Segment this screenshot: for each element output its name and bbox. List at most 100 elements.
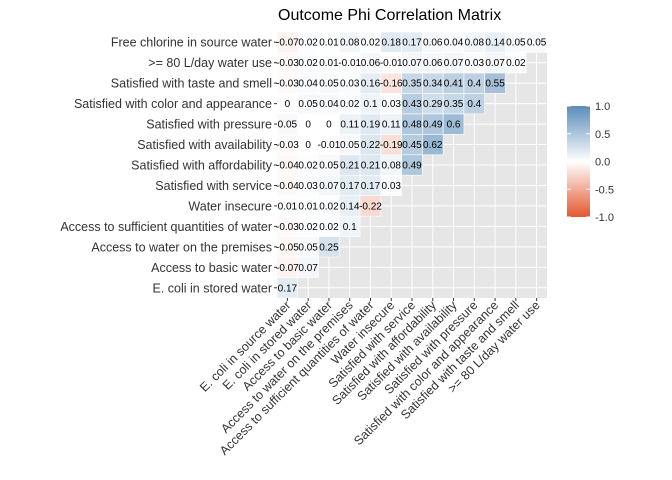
cell-value-label: 0.05 [340,140,360,151]
y-tick-label: Free chlorine in source water [111,36,272,50]
cell-value-label: 0.55 [485,79,505,90]
color-legend: 1.0 0.5 0.0 -0.5 -1.0 [567,101,614,224]
cell-value-label: 0.11 [382,120,401,131]
cell-value-label: 0.04 [319,99,339,110]
cell-value-label: 0.02 [298,222,318,233]
cell-value-label: 0.14 [485,38,505,49]
cell-value-label: 0.08 [381,161,401,172]
cell-value-label: -0.01 [318,140,341,151]
cell-value-label: 0 [285,99,291,110]
cell-value-label: 0.05 [298,99,318,110]
cell-value-label: 0.02 [298,38,318,49]
cell-value-label: 0.01 [319,38,339,49]
cell-value-label: -0.07 [276,38,299,49]
cell-value-label: -0.01 [380,58,403,69]
cell-value-label: 0.41 [444,79,464,90]
cell-value-label: 0.1 [364,99,378,110]
y-tick-label: Satisfied with service [155,179,272,193]
cell-value-label: 0.05 [319,161,339,172]
cell-value-label: 0.08 [340,38,360,49]
legend-tick-label: 0.0 [595,157,610,169]
cell-value-label: -0.19 [380,140,403,151]
cell-value-label: -0.07 [276,263,299,274]
y-tick-label: E. coli in stored water [153,281,273,295]
cell-value-label: 0.11 [340,120,359,131]
legend-tick-label: 0.5 [595,129,610,141]
y-tick-label: Satisfied with color and appearance [74,97,272,111]
cell-value-label: 0.03 [298,181,318,192]
cell-value-label: 0.03 [340,79,360,90]
cell-value-label: 0.02 [340,99,360,110]
cell-value-label: 0.48 [402,120,422,131]
cell-value-label: 0.05 [319,79,339,90]
cell-value-label: 0.35 [402,79,422,90]
cell-value-label: 0 [305,120,311,131]
cell-value-label: 0.03 [381,99,401,110]
cell-value-label: 0.35 [444,99,464,110]
cell-value-label: 0.6 [447,120,461,131]
cell-value-label: 0.05 [298,242,318,253]
cell-value-label: 0.49 [423,120,443,131]
legend-tick-label: -0.5 [595,184,614,196]
cell-value-label: 0.02 [319,201,339,212]
cell-value-label: 0.4 [467,79,481,90]
cell-value-label: -0.04 [276,161,299,172]
y-tick-label: Access to water on the premises [91,240,272,254]
cell-value-label: 0.62 [423,140,443,151]
cell-value-label: -0.03 [276,222,299,233]
cell-value-label: 0.17 [361,181,381,192]
cell-value-label: 0.01 [278,201,298,212]
cell-value-label: 0.17 [340,181,360,192]
cell-value-label: -0.16 [380,79,403,90]
chart-title: Outcome Phi Correlation Matrix [278,7,501,24]
cell-value-label: 0 [326,120,332,131]
legend-colorbar [567,106,590,217]
heatmap-cell [525,31,548,53]
heatmap-cells [276,31,548,299]
cell-value-label: 0.18 [381,38,401,49]
cell-value-label: 0.02 [319,222,339,233]
cell-value-label: -0.04 [276,181,299,192]
y-axis-labels: E. coli in stored water Access to basic w… [60,36,277,295]
cell-value-label: 0.16 [361,79,381,90]
cell-value-label: -0.03 [276,79,299,90]
y-tick-label: >= 80 L/day water use [148,56,272,70]
cell-value-label: 0.04 [444,38,464,49]
cell-value-label: -0.05 [276,242,299,253]
cell-value-label: 0.01 [298,201,318,212]
cell-value-label: -0.03 [276,140,299,151]
y-tick-label: Satisfied with affordability [131,159,273,173]
cell-value-label: 0.43 [402,99,422,110]
y-tick-label: Satisfied with availability [137,138,273,152]
cell-value-label: 0.04 [298,79,318,90]
cell-value-label: 0.08 [465,38,485,49]
cell-value-label: 0.19 [361,120,381,131]
cell-value-label: 0.06 [423,58,443,69]
legend-tick-label: -1.0 [595,212,614,224]
cell-value-label: 0.21 [361,161,381,172]
y-tick-label: Access to sufficient quantities of water [60,220,272,234]
cell-value-label: 0.14 [340,201,360,212]
cell-value-label: 0.17 [278,283,298,294]
cell-value-label: 0.02 [298,161,318,172]
cell-value-label: 0.02 [506,58,526,69]
cell-value-label: 0.05 [527,38,547,49]
cell-value-label: 0.05 [278,120,298,131]
cell-value-label: 0.02 [361,38,381,49]
cell-value-label: 0.06 [361,58,381,69]
cell-value-label: 0.07 [298,263,318,274]
cell-value-label: 0.17 [402,38,422,49]
cell-value-label: -0.01 [338,58,361,69]
cell-value-label: 0.01 [319,58,339,69]
cell-value-label: 0.07 [402,58,422,69]
cell-value-label: 0.07 [319,181,339,192]
y-tick-label: Water insecure [188,199,272,213]
cell-value-label: 0.07 [485,58,505,69]
cell-value-label: 0.05 [506,38,526,49]
cell-value-label: 0.1 [343,222,357,233]
cell-value-label: 0.02 [298,58,318,69]
legend-ticks: 1.0 0.5 0.0 -0.5 -1.0 [567,101,614,224]
heatmap-value-labels: 0.17-0.07 0.07-0.05 0.05 0.25-0.03 0.02 0.02 0… [276,38,547,295]
cell-value-label: 0.21 [340,161,360,172]
